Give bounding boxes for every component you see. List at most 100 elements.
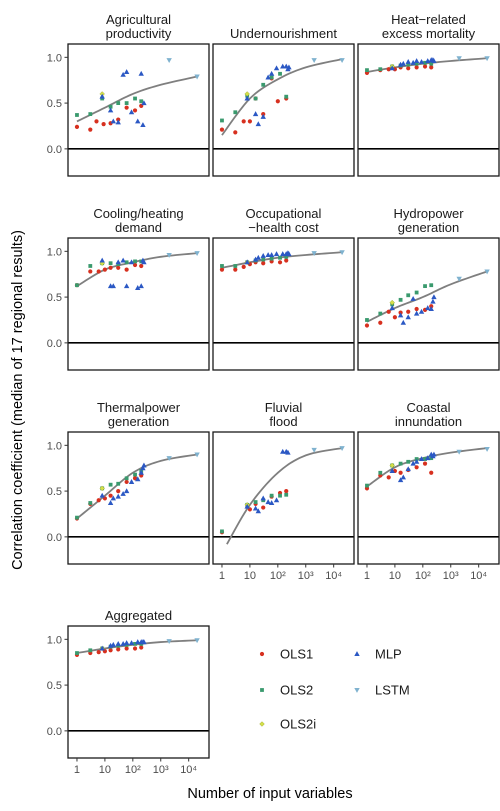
point-ols1: [88, 127, 93, 132]
point-mlp: [273, 497, 280, 503]
point-mlp: [115, 259, 121, 265]
x-tick-label: 10²: [415, 570, 431, 582]
point-lstm: [194, 251, 200, 257]
point-lstm: [311, 58, 317, 63]
panel-background: [68, 626, 209, 758]
point-lstm: [166, 639, 172, 645]
point-mlp: [418, 59, 425, 64]
legend: OLS1 OLS2 OLS2i MLP LSTM: [259, 647, 410, 732]
fit-curve: [221, 251, 343, 269]
point-ols1: [96, 498, 101, 503]
point-ols2: [378, 67, 383, 72]
point-mlp: [265, 499, 271, 505]
legend-item-ols1: OLS1: [259, 647, 313, 662]
point-mlp: [425, 455, 431, 461]
point-mlp: [99, 492, 105, 498]
point-mlp: [397, 477, 404, 483]
point-ols1: [116, 647, 121, 652]
y-tick-label: 0.5: [47, 98, 62, 110]
legend-marker-lstm: [354, 688, 360, 693]
panel-occupational-health-cost: Occupational−health cost: [212, 206, 355, 371]
point-mlp: [115, 641, 121, 646]
point-ols2: [423, 284, 427, 289]
point-ols1: [261, 505, 266, 510]
panel-title: Thermalpower: [97, 400, 181, 415]
point-ols2i: [389, 462, 395, 469]
point-lstm: [194, 638, 200, 644]
point-ols1: [96, 269, 101, 274]
point-ols2: [398, 297, 403, 302]
point-ols2: [414, 61, 419, 66]
panel-frame: [212, 43, 355, 177]
point-ols2: [365, 483, 369, 488]
panel-title: Heat−related: [391, 12, 466, 27]
point-mlp: [138, 469, 144, 475]
fit-curve: [366, 447, 488, 488]
x-tick-label: 10: [99, 764, 111, 776]
point-ols1: [108, 648, 113, 653]
point-lstm: [166, 252, 172, 258]
panel-title: generation: [108, 414, 169, 429]
legend-marker-ols2i: [259, 721, 265, 727]
point-lstm: [456, 56, 462, 62]
point-mlp: [123, 640, 130, 645]
point-ols1: [284, 488, 289, 494]
legend-label: OLS2: [280, 683, 313, 698]
point-ols2: [261, 257, 266, 262]
panel-background: [68, 44, 209, 176]
point-lstm: [484, 269, 490, 275]
point-mlp: [410, 59, 416, 65]
point-mlp: [244, 259, 250, 265]
panel-background: [358, 238, 499, 370]
panel-background: [213, 432, 354, 564]
x-tick-label: 10⁴: [180, 764, 197, 776]
point-mlp: [123, 69, 130, 74]
point-ols2: [75, 113, 79, 117]
point-ols2: [269, 75, 274, 80]
point-ols1: [219, 267, 225, 272]
point-ols2: [88, 648, 93, 653]
point-ols1: [94, 119, 99, 124]
y-tick-label: 1.0: [47, 246, 62, 258]
point-lstm: [166, 456, 172, 462]
panel-title: generation: [398, 220, 459, 235]
point-mlp: [265, 252, 271, 257]
point-ols1: [422, 461, 428, 466]
y-tick-label: 0.0: [47, 338, 62, 350]
point-mlp: [389, 65, 395, 71]
point-ols1: [414, 465, 419, 470]
legend-label: OLS2i: [280, 717, 316, 732]
panel-background: [213, 44, 354, 176]
point-ols1: [241, 119, 246, 124]
point-mlp: [140, 122, 146, 128]
legend-item-lstm: LSTM: [354, 683, 410, 698]
point-mlp: [410, 296, 416, 301]
point-ols2: [124, 476, 129, 481]
panel-frame: [212, 237, 355, 371]
point-ols2: [108, 261, 113, 266]
point-ols1: [139, 645, 144, 650]
point-ols1: [247, 119, 252, 124]
point-mlp: [141, 100, 147, 106]
point-mlp: [110, 283, 117, 289]
x-tick-label: 10⁴: [325, 570, 342, 582]
point-ols1: [74, 124, 80, 129]
y-tick-label: 0.5: [47, 292, 62, 304]
y-tick-label: 0.0: [47, 144, 62, 156]
panel-title: innundation: [395, 414, 462, 429]
panel-frame: [357, 43, 500, 177]
point-mlp: [120, 257, 126, 263]
point-mlp: [135, 476, 141, 482]
point-ols2: [75, 283, 79, 288]
point-mlp: [280, 448, 286, 454]
panel-title: demand: [115, 220, 162, 235]
point-lstm: [484, 446, 490, 452]
point-mlp: [107, 107, 114, 113]
point-mlp: [428, 306, 434, 311]
legend-marker-ols2: [260, 688, 264, 692]
point-mlp: [410, 460, 416, 466]
panel-frame: [212, 431, 355, 565]
point-ols2: [88, 501, 93, 505]
